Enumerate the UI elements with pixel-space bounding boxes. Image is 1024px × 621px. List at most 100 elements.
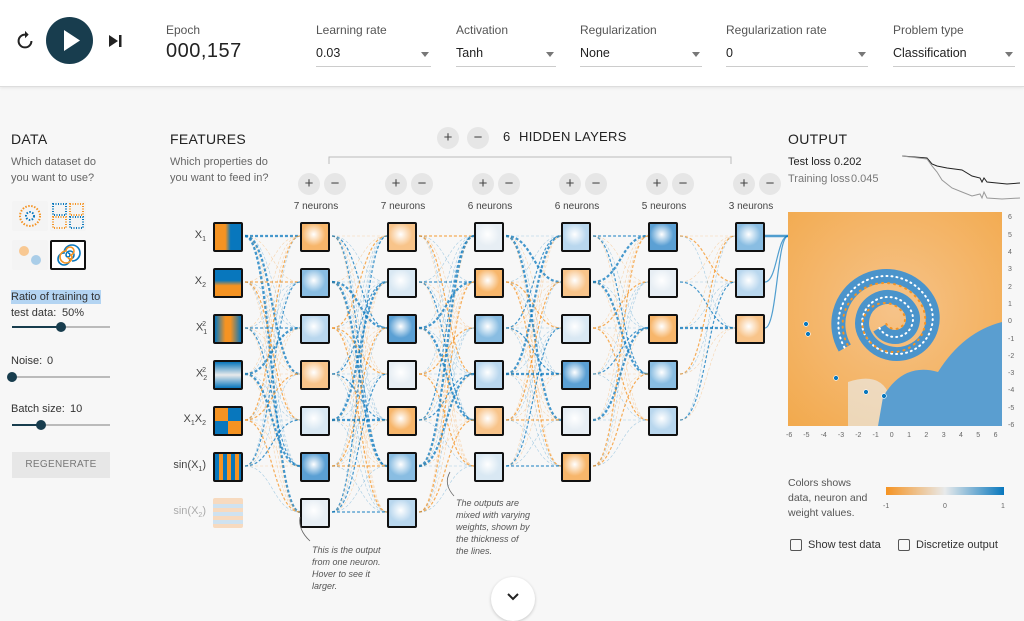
hidden-neuron[interactable] bbox=[648, 314, 678, 344]
feature-node[interactable] bbox=[213, 314, 243, 344]
x-axis-tick: -3 bbox=[837, 432, 845, 439]
hidden-neuron[interactable] bbox=[474, 222, 504, 252]
regenerate-button[interactable]: REGENERATE bbox=[12, 452, 110, 478]
y-axis-tick: -1 bbox=[1008, 335, 1015, 343]
hidden-neuron[interactable] bbox=[561, 222, 591, 252]
feature-node[interactable] bbox=[213, 406, 243, 436]
hidden-neuron[interactable] bbox=[648, 406, 678, 436]
layer-neuron-count: 6 neurons bbox=[554, 201, 600, 212]
problem-type-select[interactable]: Classification bbox=[893, 46, 1015, 67]
add-neuron-button[interactable]: + bbox=[472, 173, 494, 195]
hidden-neuron[interactable] bbox=[561, 452, 591, 482]
remove-neuron-button[interactable]: − bbox=[411, 173, 433, 195]
hidden-neuron[interactable] bbox=[561, 314, 591, 344]
feature-node[interactable] bbox=[213, 268, 243, 298]
feature-node[interactable] bbox=[213, 222, 243, 252]
hidden-neuron[interactable] bbox=[387, 498, 417, 528]
hidden-neuron[interactable] bbox=[735, 268, 765, 298]
hidden-neuron[interactable] bbox=[300, 406, 330, 436]
feature-label-text: X bbox=[195, 367, 204, 380]
color-scale bbox=[886, 487, 1004, 495]
hidden-neuron[interactable] bbox=[300, 360, 330, 390]
remove-neuron-button[interactable]: − bbox=[672, 173, 694, 195]
y-axis-tick: 6 bbox=[1008, 214, 1012, 222]
hidden-neuron[interactable] bbox=[561, 268, 591, 298]
hidden-neuron[interactable] bbox=[387, 314, 417, 344]
hidden-neuron[interactable] bbox=[387, 222, 417, 252]
dataset-circle[interactable] bbox=[12, 201, 48, 231]
hidden-neuron[interactable] bbox=[300, 498, 330, 528]
ratio-slider-thumb[interactable] bbox=[56, 322, 66, 332]
hidden-neuron[interactable] bbox=[474, 406, 504, 436]
note-neuron-line: from one neuron. bbox=[312, 557, 381, 567]
learning-rate-select[interactable]: 0.03 bbox=[316, 46, 431, 67]
add-neuron-button[interactable]: + bbox=[385, 173, 407, 195]
feature-label-sub: 1 bbox=[198, 466, 203, 474]
hidden-neuron[interactable] bbox=[300, 452, 330, 482]
batch-size-slider[interactable] bbox=[12, 424, 110, 426]
reset-icon[interactable] bbox=[14, 30, 36, 52]
hidden-neuron[interactable] bbox=[300, 222, 330, 252]
hidden-neuron[interactable] bbox=[300, 268, 330, 298]
hidden-neuron[interactable] bbox=[648, 222, 678, 252]
show-test-data-checkbox[interactable] bbox=[790, 539, 802, 551]
activation-select[interactable]: Tanh bbox=[456, 46, 556, 67]
note-neuron-line: Hover to see it bbox=[312, 569, 371, 579]
dataset-xor[interactable] bbox=[50, 201, 86, 231]
add-neuron-button[interactable]: + bbox=[559, 173, 581, 195]
remove-neuron-button[interactable]: − bbox=[759, 173, 781, 195]
noise-slider-thumb[interactable] bbox=[7, 372, 17, 382]
note-neuron: This is the output from one neuron. Hove… bbox=[312, 544, 381, 592]
y-axis-tick: 2 bbox=[1008, 283, 1012, 291]
discretize-output-checkbox[interactable] bbox=[898, 539, 910, 551]
feature-label-sup: 2 bbox=[202, 321, 206, 328]
features-subtitle-2: you want to feed in? bbox=[170, 172, 269, 184]
add-layer-button[interactable]: + bbox=[437, 127, 459, 149]
layer-neuron-count: 6 neurons bbox=[467, 201, 513, 212]
remove-neuron-button[interactable]: − bbox=[585, 173, 607, 195]
batch-size-value: 10 bbox=[70, 403, 83, 415]
hidden-neuron[interactable] bbox=[387, 268, 417, 298]
feature-label-text: ) bbox=[202, 505, 206, 517]
y-axis-tick: 1 bbox=[1008, 300, 1012, 308]
hidden-neuron[interactable] bbox=[387, 406, 417, 436]
hidden-neuron[interactable] bbox=[648, 360, 678, 390]
remove-neuron-button[interactable]: − bbox=[498, 173, 520, 195]
dataset-spiral-selected[interactable] bbox=[50, 240, 86, 270]
hidden-neuron[interactable] bbox=[735, 314, 765, 344]
feature-node[interactable] bbox=[213, 498, 243, 528]
hidden-neuron[interactable] bbox=[474, 268, 504, 298]
step-forward-icon[interactable] bbox=[106, 32, 124, 50]
noise-slider[interactable] bbox=[12, 376, 110, 378]
remove-layer-button[interactable]: − bbox=[467, 127, 489, 149]
hidden-neuron[interactable] bbox=[648, 268, 678, 298]
x-axis-tick: 5 bbox=[976, 432, 981, 439]
hidden-neuron[interactable] bbox=[735, 222, 765, 252]
remove-neuron-button[interactable]: − bbox=[324, 173, 346, 195]
layer-neuron-count: 7 neurons bbox=[293, 201, 339, 212]
feature-node[interactable] bbox=[213, 360, 243, 390]
x-axis-tick: 4 bbox=[959, 432, 963, 439]
hidden-neuron[interactable] bbox=[561, 360, 591, 390]
hidden-neuron[interactable] bbox=[300, 314, 330, 344]
hidden-neuron[interactable] bbox=[387, 452, 417, 482]
scale-min: -1 bbox=[883, 503, 890, 510]
add-neuron-button[interactable]: + bbox=[733, 173, 755, 195]
hidden-neuron[interactable] bbox=[474, 360, 504, 390]
play-icon bbox=[64, 30, 80, 51]
scroll-down-button[interactable] bbox=[491, 577, 535, 621]
add-neuron-button[interactable]: + bbox=[646, 173, 668, 195]
feature-node[interactable] bbox=[213, 452, 243, 482]
dataset-gaussian[interactable] bbox=[12, 240, 48, 270]
regularization-select[interactable]: None bbox=[580, 46, 702, 67]
colors-caption-1: Colors shows bbox=[788, 477, 852, 489]
hidden-neuron[interactable] bbox=[561, 406, 591, 436]
play-button[interactable] bbox=[46, 17, 93, 64]
add-neuron-button[interactable]: + bbox=[298, 173, 320, 195]
batch-size-slider-thumb[interactable] bbox=[36, 420, 47, 430]
hidden-neuron[interactable] bbox=[387, 360, 417, 390]
show-test-data-label: Show test data bbox=[808, 539, 881, 551]
hidden-neuron[interactable] bbox=[474, 452, 504, 482]
regularization-rate-select[interactable]: 0 bbox=[726, 46, 868, 67]
hidden-neuron[interactable] bbox=[474, 314, 504, 344]
